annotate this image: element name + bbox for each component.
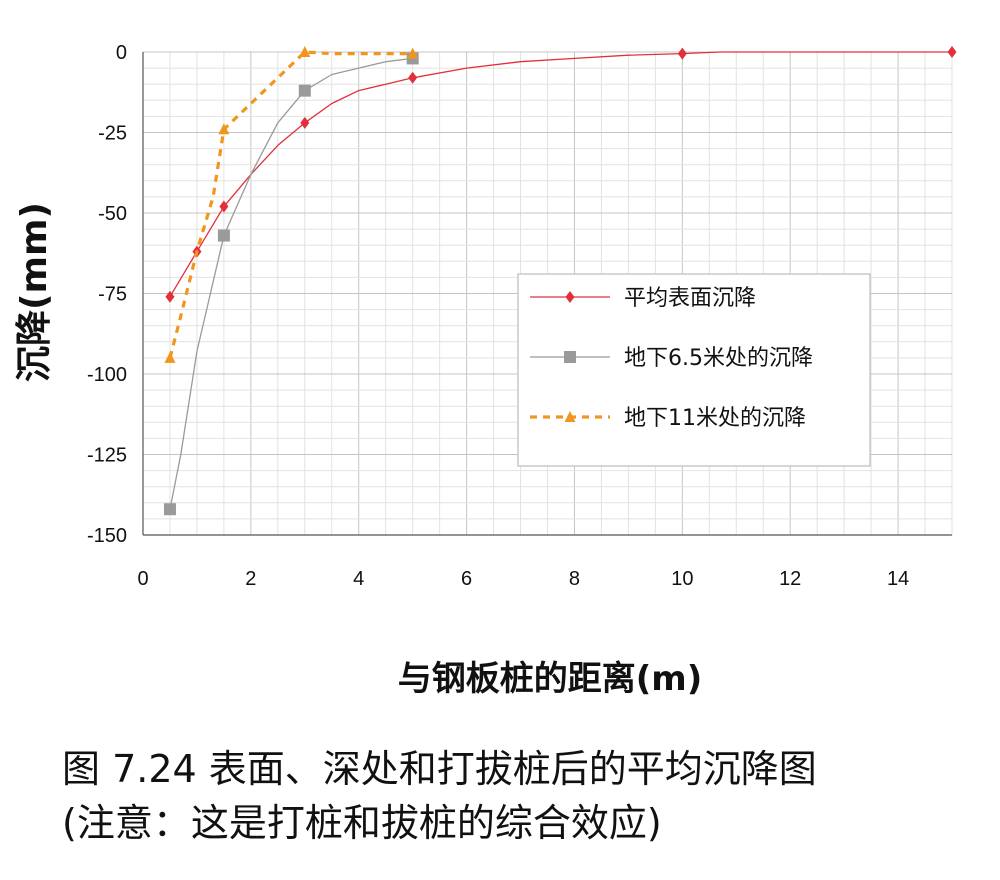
chart-ticks: 0 2 4 6 8 10 12 14 0 -25 -50 -75 -100 -125 -150 bbox=[87, 42, 909, 590]
x-tick-label: 8 bbox=[569, 568, 580, 590]
caption-line-2: (注意：这是打桩和拔桩的综合效应) bbox=[62, 801, 662, 845]
y-tick-label: 0 bbox=[116, 42, 127, 64]
data-point bbox=[564, 351, 576, 363]
data-point bbox=[564, 411, 576, 422]
data-point bbox=[163, 503, 176, 516]
series-2 bbox=[163, 52, 419, 516]
data-point bbox=[299, 46, 311, 57]
y-axis-label: 沉降(mm) bbox=[14, 202, 55, 382]
data-point bbox=[677, 47, 687, 60]
data-point bbox=[407, 47, 419, 59]
series-1 bbox=[165, 46, 957, 303]
series-line bbox=[168, 50, 413, 359]
x-axis-label: 与钢板桩的距离(m) bbox=[398, 659, 703, 699]
y-tick-label: -75 bbox=[98, 284, 127, 306]
data-point bbox=[165, 290, 175, 303]
y-tick-label: -125 bbox=[87, 445, 127, 467]
legend-label: 地下11米处的沉降 bbox=[624, 406, 806, 431]
chart-series bbox=[163, 46, 957, 516]
data-point bbox=[947, 46, 957, 58]
data-point bbox=[217, 229, 230, 242]
chart: 0 2 4 6 8 10 12 14 0 -25 -50 -75 -100 -125 -150 沉降(mm)… bbox=[14, 42, 957, 699]
series-line bbox=[169, 57, 413, 510]
y-tick-label: -150 bbox=[87, 525, 127, 547]
x-tick-label: 2 bbox=[245, 568, 256, 590]
data-point bbox=[565, 291, 575, 303]
x-tick-label: 6 bbox=[461, 568, 472, 590]
legend-entry-1: 平均表面沉降 bbox=[530, 286, 756, 311]
x-tick-label: 0 bbox=[137, 568, 148, 590]
data-point bbox=[218, 123, 230, 135]
figure-caption: 图 7.24 表面、深处和打拔桩后的平均沉降图 (注意：这是打桩和拔桩的综合效应… bbox=[62, 742, 992, 850]
legend-label: 平均表面沉降 bbox=[624, 286, 756, 311]
data-point bbox=[408, 71, 418, 84]
x-tick-label: 12 bbox=[779, 568, 801, 590]
data-point bbox=[219, 200, 229, 213]
legend-box bbox=[517, 273, 871, 467]
chart-axes bbox=[142, 52, 952, 536]
y-tick-label: -100 bbox=[87, 364, 127, 386]
legend-entry-2: 地下6.5米处的沉降 bbox=[530, 346, 813, 371]
y-tick-label: -50 bbox=[98, 203, 127, 225]
data-point bbox=[300, 116, 310, 129]
series-3 bbox=[164, 46, 419, 363]
caption-line-1: 图 7.24 表面、深处和打拔桩后的平均沉降图 bbox=[62, 747, 817, 791]
legend-entry-3: 地下11米处的沉降 bbox=[530, 406, 806, 431]
x-tick-label: 14 bbox=[887, 568, 909, 590]
x-tick-label: 10 bbox=[671, 568, 693, 590]
y-tick-label: -25 bbox=[98, 123, 127, 145]
series-line bbox=[169, 51, 952, 298]
data-point bbox=[164, 351, 176, 363]
x-tick-label: 4 bbox=[353, 568, 364, 590]
data-point bbox=[298, 84, 311, 97]
legend-label: 地下6.5米处的沉降 bbox=[624, 346, 813, 371]
